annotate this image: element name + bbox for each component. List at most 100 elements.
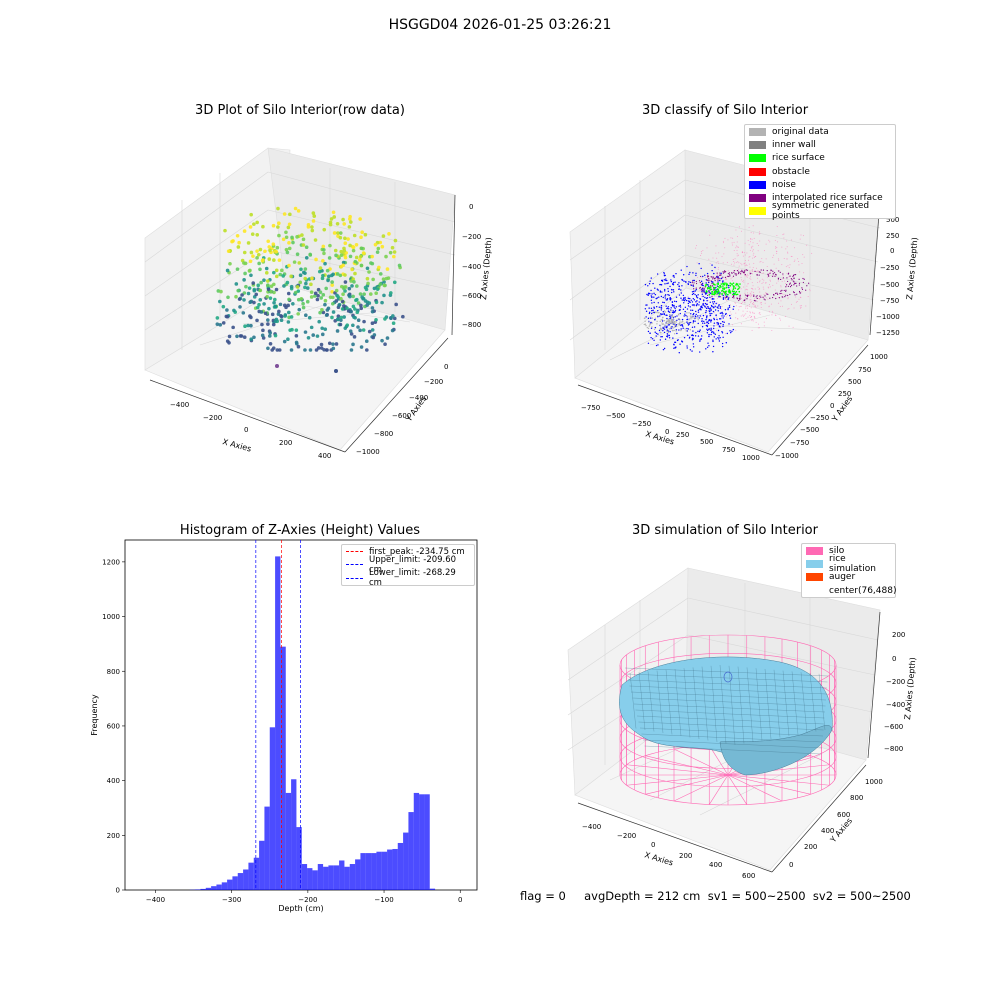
rice-simulation-surface xyxy=(619,656,833,776)
histogram-bar xyxy=(253,857,260,890)
legend-entry: rice simulation xyxy=(802,554,895,574)
simulation-ytick: 400 xyxy=(821,827,834,835)
legend-line-sample xyxy=(346,564,363,566)
histogram-bar xyxy=(419,794,425,890)
raw-xtick: 0 xyxy=(244,426,248,434)
classify-3d-gridlines xyxy=(569,166,881,361)
classify-ztick: −1250 xyxy=(876,329,900,337)
legend-entry: Lower_limit: -268.29 cm xyxy=(342,568,474,588)
histogram-bar xyxy=(200,888,206,890)
classify-xtick: −500 xyxy=(606,412,625,420)
raw-xtick: 400 xyxy=(318,452,331,460)
raw-3d-plot: −400 −200 0 200 400 0 −200 −400 −600 −80… xyxy=(144,147,493,460)
simulation-zlabel: Z Axies (Depth) xyxy=(903,657,917,720)
histogram-y-ticks: 0 200 400 600 800 1000 1200 xyxy=(102,558,125,895)
classify-ytick: 250 xyxy=(838,390,851,398)
legend-entry: interpolated rice surface xyxy=(745,191,895,204)
simulation-ztick: −400 xyxy=(886,701,905,709)
simulation-xtick: 400 xyxy=(709,861,722,869)
histogram-bar xyxy=(323,866,329,890)
histogram-bar xyxy=(280,646,286,890)
legend-entry: rice surface xyxy=(745,152,895,165)
raw-ytick: −1000 xyxy=(356,448,380,456)
raw-ztick: −600 xyxy=(462,292,481,300)
simulation-ztick: −800 xyxy=(884,745,903,753)
raw-3d-gridlines xyxy=(144,168,456,350)
simulation-ztick: −600 xyxy=(884,723,903,731)
legend-line-sample xyxy=(346,551,363,553)
classify-xtick: 250 xyxy=(676,431,689,439)
legend-entry: symmetric generated points xyxy=(745,201,895,221)
histogram-x-ticks: −400 −300 −200 −100 0 xyxy=(146,890,462,904)
legend-swatch xyxy=(806,546,823,555)
histogram-y-tick-label: 1200 xyxy=(102,558,120,566)
raw-ytick: −600 xyxy=(392,412,411,420)
status-footer: flag = 0 avgDepth = 212 cm sv1 = 500~250… xyxy=(520,889,911,903)
histogram-bar xyxy=(328,865,334,890)
legend-entry: inner wall xyxy=(745,138,895,151)
simulation-ytick: 600 xyxy=(837,811,850,819)
legend-swatch xyxy=(749,154,766,163)
raw-3d-points xyxy=(215,206,405,373)
classify-xtick: −250 xyxy=(632,420,651,428)
histogram-reference-lines xyxy=(255,540,301,890)
legend-line-sample xyxy=(346,577,363,579)
histogram-y-tick-label: 0 xyxy=(116,887,120,895)
histogram-y-tick-label: 1000 xyxy=(102,613,120,621)
legend-swatch xyxy=(749,207,766,216)
legend-entry: center(76,488) xyxy=(802,584,896,597)
raw-ztick: −400 xyxy=(462,263,481,271)
simulation-3d-gridlines xyxy=(567,583,879,816)
classify-ztick: 250 xyxy=(886,232,899,240)
simulation-xtick: 200 xyxy=(679,852,692,860)
histogram-bar xyxy=(312,870,318,890)
raw-ztick: 0 xyxy=(469,203,473,211)
histogram-bar xyxy=(408,812,414,890)
classify-3d-points xyxy=(643,225,813,354)
raw-ztick: −800 xyxy=(462,321,481,329)
histogram-bar xyxy=(349,864,356,890)
histogram-bar xyxy=(344,866,350,890)
histogram-bar xyxy=(307,868,313,890)
histogram-bar xyxy=(301,864,308,890)
histogram-y-tick-label: 400 xyxy=(107,777,120,785)
histogram-xlabel: Depth (cm) xyxy=(278,904,323,913)
histogram-bar xyxy=(237,873,244,890)
classify-xtick: 500 xyxy=(700,438,713,446)
histogram-bar xyxy=(216,884,222,890)
histogram-y-tick-label: 600 xyxy=(107,722,120,730)
histogram-bar xyxy=(376,851,382,890)
legend-swatch xyxy=(749,140,766,149)
histogram-y-tick-label: 800 xyxy=(107,668,120,676)
classify-ztick: −1000 xyxy=(876,313,900,321)
histogram-bar xyxy=(397,842,404,890)
classify-3d-plot: −750 −500 −250 0 250 500 750 1000 1000 7… xyxy=(569,149,919,462)
histogram-bar xyxy=(243,869,249,890)
raw-xtick: −200 xyxy=(203,414,222,422)
figure-title: HSGGD04 2026-01-25 03:26:21 xyxy=(388,17,612,33)
simulation-xtick: 600 xyxy=(742,872,755,880)
histogram-bar xyxy=(403,832,409,890)
legend-entry: noise xyxy=(745,178,895,191)
legend-swatch xyxy=(806,559,823,568)
histogram-bar xyxy=(269,727,276,890)
legend-entry: first_peak: -234.75 cm xyxy=(342,545,474,558)
histogram-bar xyxy=(333,865,340,890)
histogram-bar xyxy=(424,794,430,890)
histogram-bar xyxy=(195,889,201,890)
histogram-ylabel: Frequency xyxy=(90,694,99,736)
histogram-bar xyxy=(221,882,228,890)
classify-ytick: −500 xyxy=(800,426,819,434)
histogram-bar xyxy=(296,827,302,890)
legend-entry: obstacle xyxy=(745,165,895,178)
histogram-legend: first_peak: -234.75 cm Upper_limit: -209… xyxy=(341,544,475,588)
simulation-3d-axes xyxy=(577,611,881,873)
classify-ytick: 750 xyxy=(858,366,871,374)
classify-ztick: 500 xyxy=(886,216,899,224)
raw-ytick: −800 xyxy=(374,430,393,438)
histogram-x-tick-label: −400 xyxy=(146,896,165,904)
simulation-legend: silo rice simulation auger center(76,488… xyxy=(801,543,896,599)
histogram-bar xyxy=(339,860,345,890)
legend-swatch xyxy=(749,180,766,189)
histogram-bar xyxy=(355,859,361,890)
